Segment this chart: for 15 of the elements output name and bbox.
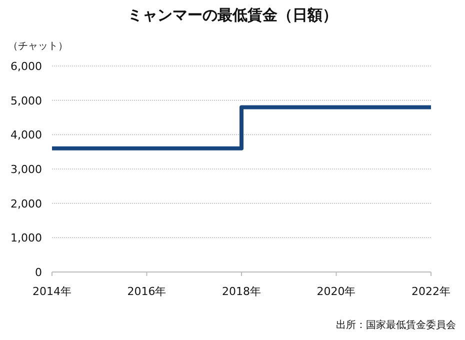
y-tick-label: 4,000 <box>10 128 42 142</box>
x-tick-label: 2016年 <box>127 285 166 298</box>
x-tick-label: 2018年 <box>222 285 261 298</box>
y-tick-label: 2,000 <box>10 197 42 210</box>
x-tick-label: 2014年 <box>32 285 72 298</box>
chart-title: ミャンマーの最低賃金（日額） <box>128 6 338 24</box>
y-tick-label: 0 <box>35 266 42 279</box>
x-tick-label: 2020年 <box>316 285 356 298</box>
y-tick-label: 5,000 <box>10 94 42 108</box>
y-tick-label: 3,000 <box>10 163 42 176</box>
y-tick-label: 1,000 <box>10 232 42 245</box>
y-axis-title: （チャット） <box>8 41 68 52</box>
x-tick-label: 2022年 <box>412 285 450 298</box>
y-tick-label: 6,000 <box>10 60 42 73</box>
text: 出所：国家最低賃金委員会 <box>336 319 456 331</box>
